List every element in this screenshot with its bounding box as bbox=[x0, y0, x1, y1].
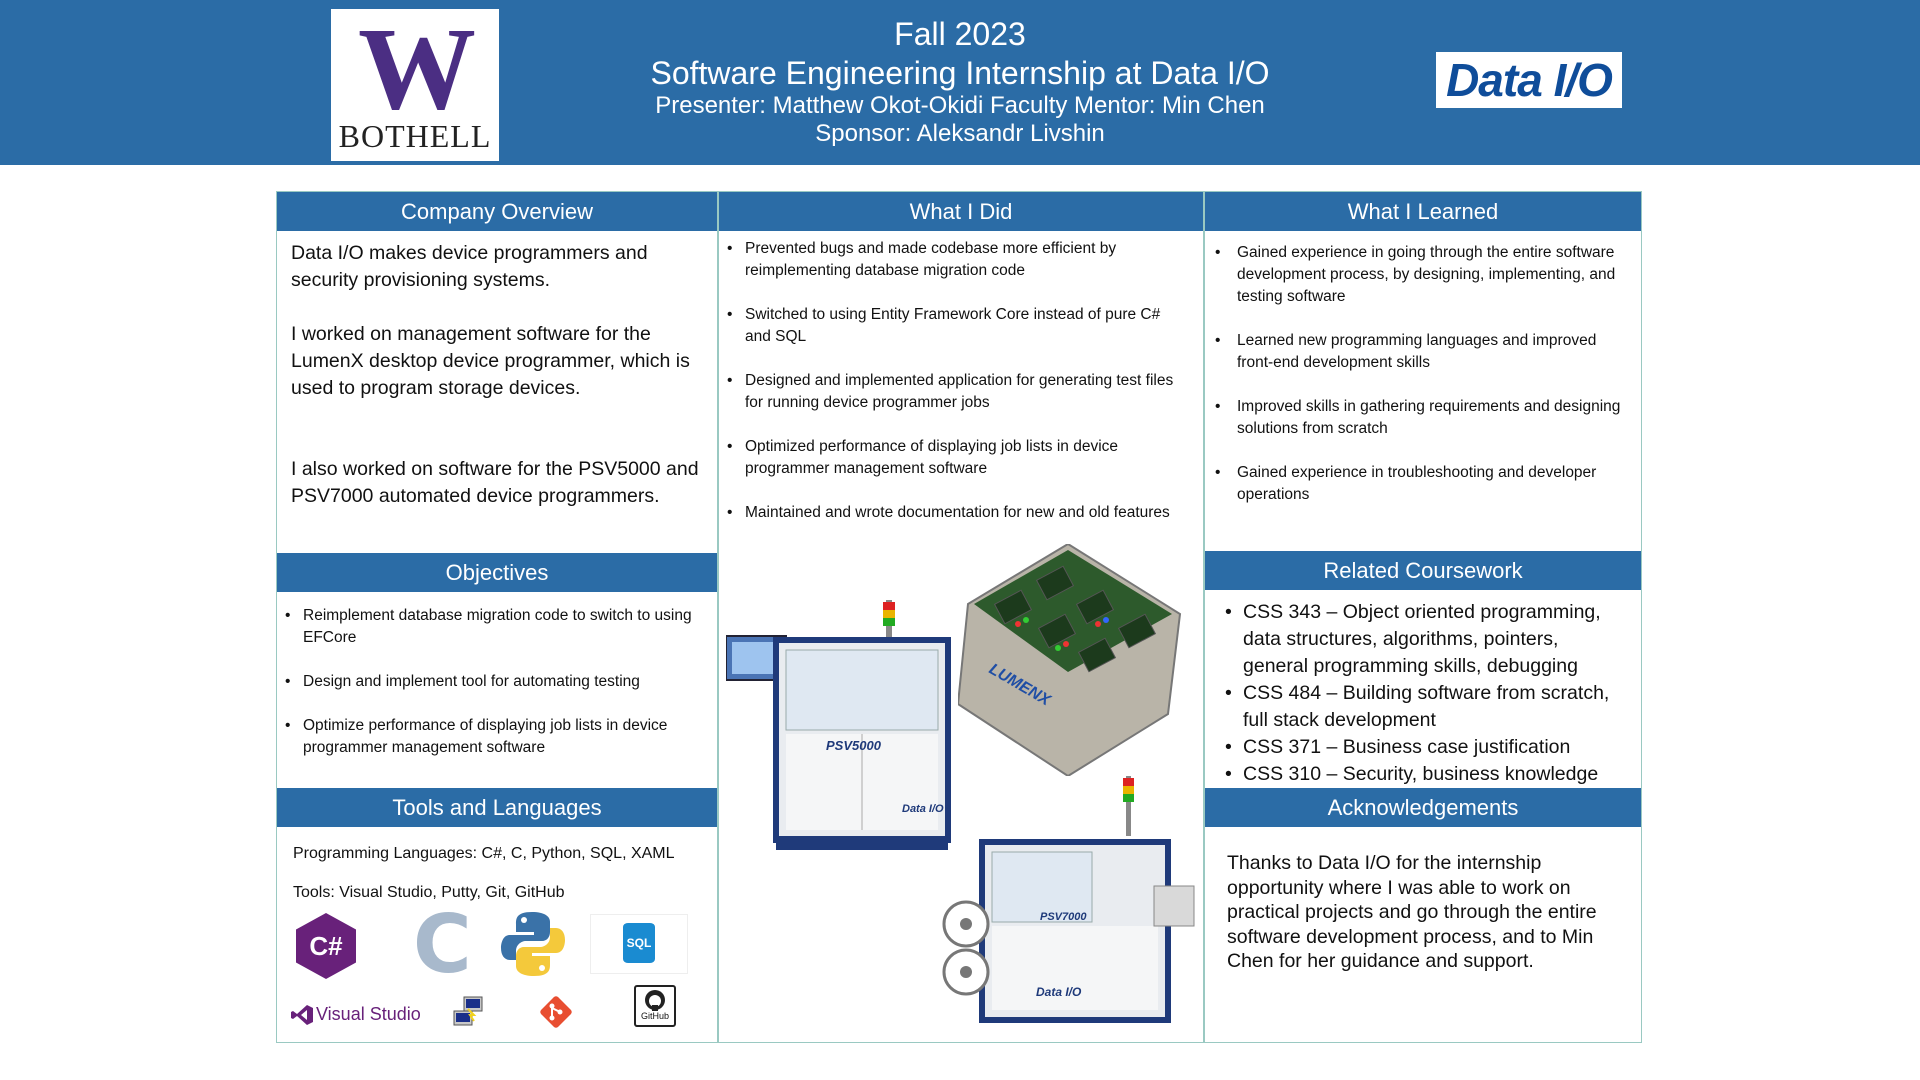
uw-logo-bothell: BOTHELL bbox=[338, 118, 492, 154]
list-item: Designed and implemented application for… bbox=[723, 370, 1183, 414]
poster-sponsor: Sponsor: Aleksandr Livshin bbox=[815, 120, 1105, 147]
what-i-learned-list: Gained experience in going through the e… bbox=[1211, 242, 1625, 528]
github-icon-label: GitHub bbox=[640, 1011, 669, 1021]
column-right: What I Learned Gained experience in goin… bbox=[1204, 191, 1642, 1043]
csharp-icon: C# bbox=[296, 913, 356, 979]
c-language-icon: C bbox=[413, 898, 472, 991]
acknowledgements-heading: Acknowledgements bbox=[1205, 788, 1641, 827]
visual-studio-icon bbox=[291, 1005, 313, 1025]
sql-icon-label: SQL bbox=[623, 923, 655, 963]
github-icon: GitHub bbox=[634, 985, 676, 1027]
column-left: Company Overview Data I/O makes device p… bbox=[276, 191, 718, 1043]
list-item: CSS 343 – Object oriented programming, d… bbox=[1223, 599, 1623, 680]
company-overview-p3: I also worked on software for the PSV500… bbox=[291, 458, 699, 507]
uw-logo-letter: W bbox=[358, 3, 476, 134]
psv7000-label: PSV7000 bbox=[1040, 911, 1087, 923]
company-overview-body: Data I/O makes device programmers and se… bbox=[291, 240, 701, 510]
tools-list: Tools: Visual Studio, Putty, Git, GitHub bbox=[293, 884, 565, 901]
data-io-logo-text: Data I/O bbox=[1446, 54, 1613, 106]
poster-term: Fall 2023 bbox=[894, 16, 1026, 52]
objectives-heading: Objectives bbox=[277, 553, 717, 592]
list-item: Switched to using Entity Framework Core … bbox=[723, 304, 1183, 348]
list-item: Gained experience in going through the e… bbox=[1211, 242, 1625, 308]
visual-studio-label: Visual Studio bbox=[316, 1004, 421, 1024]
list-item: CSS 371 – Business case justification bbox=[1223, 734, 1623, 761]
coursework-heading: Related Coursework bbox=[1205, 551, 1641, 590]
list-item: Design and implement tool for automating… bbox=[281, 671, 701, 693]
uw-bothell-logo: W BOTHELL bbox=[331, 9, 499, 161]
list-item: Prevented bugs and made codebase more ef… bbox=[723, 238, 1183, 282]
company-overview-heading: Company Overview bbox=[277, 192, 717, 231]
tools-heading: Tools and Languages bbox=[277, 788, 717, 827]
objectives-list: Reimplement database migration code to s… bbox=[281, 605, 701, 781]
sql-icon: SQL bbox=[590, 914, 688, 974]
list-item: Optimize performance of displaying job l… bbox=[281, 715, 701, 759]
psv7000-brand: Data I/O bbox=[1036, 985, 1082, 999]
list-item: Gained experience in troubleshooting and… bbox=[1211, 462, 1625, 506]
lumenx-programmer-image: LUMENX bbox=[958, 544, 1182, 776]
list-item: Improved skills in gathering requirement… bbox=[1211, 396, 1625, 440]
header-banner: W BOTHELL Fall 2023 Software Engineering… bbox=[0, 0, 1920, 165]
python-icon bbox=[501, 912, 565, 976]
poster-title-block: Fall 2023 Software Engineering Internshi… bbox=[560, 14, 1360, 148]
list-item: Optimized performance of displaying job … bbox=[723, 436, 1183, 480]
what-i-learned-heading: What I Learned bbox=[1205, 192, 1641, 231]
list-item: CSS 484 – Building software from scratch… bbox=[1223, 680, 1623, 734]
list-item: Learned new programming languages and im… bbox=[1211, 330, 1625, 374]
poster-presenter: Presenter: Matthew Okot-Okidi Faculty Me… bbox=[655, 92, 1265, 119]
tools-languages: Programming Languages: C#, C, Python, SQ… bbox=[293, 845, 675, 862]
list-item: Reimplement database migration code to s… bbox=[281, 605, 701, 649]
list-item: Maintained and wrote documentation for n… bbox=[723, 502, 1183, 524]
company-overview-p1: Data I/O makes device programmers and se… bbox=[291, 242, 648, 291]
psv7000-machine-image: PSV7000 Data I/O bbox=[942, 776, 1195, 1023]
csharp-icon-label: C# bbox=[309, 930, 343, 961]
acknowledgements-body: Thanks to Data I/O for the internship op… bbox=[1227, 852, 1597, 972]
coursework-list: CSS 343 – Object oriented programming, d… bbox=[1223, 599, 1623, 788]
psv5000-label: PSV5000 bbox=[826, 738, 882, 753]
what-i-did-list: Prevented bugs and made codebase more ef… bbox=[723, 238, 1183, 546]
psv5000-machine-image: PSV5000 Data I/O bbox=[726, 600, 951, 850]
github-octocat-icon bbox=[645, 990, 665, 1011]
company-overview-p2: I worked on management software for the … bbox=[291, 323, 690, 399]
git-icon bbox=[540, 996, 572, 1028]
data-io-logo: Data I/O bbox=[1436, 52, 1622, 108]
poster-title: Software Engineering Internship at Data … bbox=[650, 55, 1270, 91]
list-item: CSS 310 – Security, business knowledge bbox=[1223, 761, 1623, 788]
putty-icon bbox=[453, 996, 483, 1026]
psv5000-brand: Data I/O bbox=[902, 803, 944, 815]
what-i-did-heading: What I Did bbox=[719, 192, 1203, 231]
